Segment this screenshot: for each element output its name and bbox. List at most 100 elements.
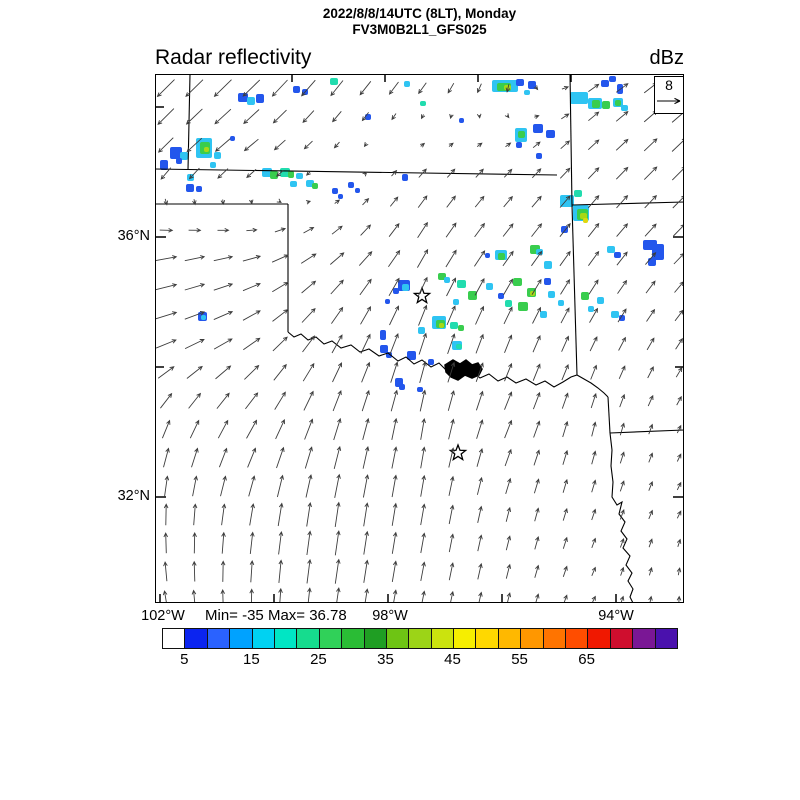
radar-cell [404,81,410,87]
colorbar-cell [296,629,319,648]
colorbar-cell [184,629,207,648]
wind-arrow-icon [615,110,629,122]
radar-cell [407,351,416,360]
wind-arrow-icon [420,418,426,440]
wind-arrow-icon [645,280,656,294]
radar-cell [588,306,594,312]
wind-arrow-icon [590,364,598,380]
wind-arrow-icon [306,501,312,527]
wind-arrow-icon [648,452,654,463]
minmax-stats: Min= -35 Max= 36.78 [205,607,347,624]
lat-tick-label: 32°N [117,488,150,504]
wind-arrow-icon [448,562,455,581]
lat-tick-label: 36°N [117,228,150,244]
radar-cell [439,323,444,328]
wind-arrow-icon [591,508,597,521]
wind-arrow-icon [620,566,625,576]
radar-cell [196,186,202,192]
wind-arrow-icon [362,417,370,441]
wind-arrow-icon [477,505,483,523]
wind-arrow-icon [532,391,541,410]
wind-arrow-icon [531,168,542,179]
wind-arrow-icon [559,167,571,179]
wind-arrow-icon [331,306,344,324]
wind-arrow-icon [191,589,197,603]
wind-arrow-icon [477,534,483,552]
wind-arrow-icon [220,475,227,497]
radar-cell [615,100,621,106]
wind-arrow-icon [305,200,312,205]
figure-header: 2022/8/8/14UTC (8LT), Monday FV3M0B2L1_G… [155,6,684,38]
wind-arrow-icon [647,394,654,407]
colorbar-tick-label: 65 [578,651,595,668]
wind-arrow-icon [331,225,343,235]
radar-cell [380,345,388,353]
wind-arrow-icon [448,418,455,440]
wind-arrow-icon [421,114,426,120]
wind-arrow-icon [417,195,428,208]
radar-cell [456,344,462,349]
wind-arrow-icon [361,389,370,412]
wind-arrow-icon [676,567,682,576]
colorbar-cell [632,629,655,648]
wind-arrow-icon [475,333,484,354]
wind-arrow-icon [676,510,682,519]
wind-arrow-icon [186,137,203,153]
wind-arrow-icon [675,366,683,378]
wind-arrow-icon [391,560,398,582]
wind-arrow-icon [505,477,512,495]
wind-arrow-icon [242,310,261,321]
wind-arrow-icon [417,276,428,297]
wind-arrow-icon [559,223,571,237]
wind-arrow-icon [534,114,540,120]
radar-cell [288,171,294,178]
colorbar-cell [363,629,386,648]
wind-arrow-icon [213,338,233,350]
wind-arrow-icon [220,588,226,603]
lake-texoma-shape [444,359,483,381]
wind-arrow-icon [588,279,599,295]
wind-arrow-icon [192,475,198,497]
radar-cell [214,152,221,159]
wind-arrow-icon [420,474,426,497]
radar-cell [270,171,278,179]
wind-arrow-icon [388,81,399,95]
radar-cell [312,183,318,189]
wind-arrow-icon [160,167,172,180]
wind-arrow-icon [590,392,597,409]
wind-arrow-icon [674,281,684,293]
wind-arrow-icon [504,448,512,467]
wind-arrow-icon [420,561,426,581]
wind-arrow-icon [220,199,226,206]
wind-arrow-icon [587,195,600,209]
colorbar-cell [251,629,274,648]
colorbar-tick-label: 25 [310,651,327,668]
wind-arrow-icon [562,565,568,577]
wind-arrow-icon [449,113,454,120]
wind-arrow-icon [388,249,401,267]
wind-arrow-icon [305,170,311,176]
wind-arrow-icon [563,594,568,603]
wind-arrow-icon [504,113,510,119]
radar-cell [536,249,543,255]
wind-arrow-icon [505,563,512,579]
wind-arrow-icon [619,480,625,492]
wind-arrow-icon [504,362,513,382]
radar-cell [230,136,235,141]
radar-cell [386,352,392,358]
wind-arrow-icon [618,336,626,351]
colorbar-cell [565,629,588,648]
wind-arrow-icon [475,390,484,411]
wind-arrow-icon [213,79,232,98]
wind-arrow-icon [391,502,398,526]
radar-cell [262,168,272,177]
wind-arrow-icon [591,595,596,603]
wind-arrow-icon [278,530,284,555]
wind-arrow-icon [221,503,227,526]
wind-arrow-icon [214,108,232,125]
wind-arrow-icon [618,365,626,379]
radar-cell [417,387,423,392]
wind-arrow-icon [447,361,456,383]
wind-arrow-icon [534,507,540,522]
wind-arrow-icon [249,531,255,554]
